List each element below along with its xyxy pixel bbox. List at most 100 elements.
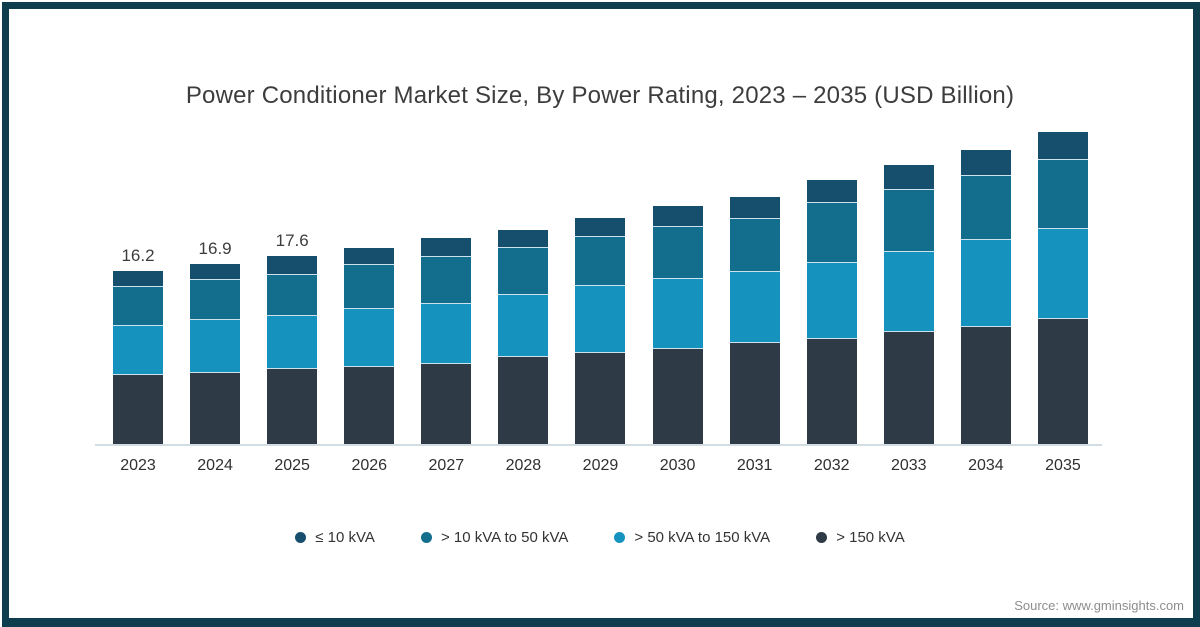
- x-axis-label-2028: 2028: [505, 457, 542, 474]
- bar-segment: [729, 218, 780, 273]
- x-axis-label-2023: 2023: [120, 457, 156, 474]
- bar-segment: [190, 279, 241, 320]
- legend-item: > 150 kVA: [816, 529, 905, 546]
- bar-segment: [344, 247, 395, 265]
- bar-segment: [883, 165, 934, 190]
- x-axis-line: [95, 444, 1102, 446]
- bar-segment: [1037, 228, 1088, 319]
- bar-segment: [806, 338, 857, 445]
- bar-segment: [267, 274, 318, 317]
- legend-item: ≤ 10 kVA: [295, 529, 375, 546]
- x-axis-label-2024: 2024: [197, 457, 233, 474]
- bar-segment: [267, 256, 318, 275]
- legend-dot-icon: [420, 532, 432, 543]
- x-axis-label-2025: 2025: [274, 457, 310, 474]
- legend-item: > 10 kVA to 50 kVA: [420, 529, 569, 546]
- x-axis-labels: 2023 2024 2025 2026 2027 2028 2029 2030 2031 2032…: [113, 457, 1088, 475]
- bar-segment: [960, 327, 1011, 445]
- x-axis-label-2033: 2033: [890, 457, 927, 474]
- legend-label: ≤ 10 kVA: [315, 529, 375, 546]
- bar-segment: [421, 363, 472, 445]
- bar-segment: [729, 343, 780, 445]
- bar-segment: [421, 303, 472, 364]
- legend: ≤ 10 kVA > 10 kVA to 50 kVA > 50 kVA to 15…: [0, 529, 1200, 546]
- legend-dot-icon: [614, 532, 626, 543]
- bar-segment: [575, 352, 626, 445]
- bar-segment: [113, 375, 163, 445]
- legend-label: > 50 kVA to 150 kVA: [634, 529, 771, 546]
- bar-segment: [1037, 159, 1088, 229]
- bar-segment: [1037, 132, 1088, 160]
- bar-segment: [960, 150, 1011, 177]
- bar-segment: [190, 319, 241, 374]
- bar-value-label: 16.9: [198, 238, 232, 258]
- bar-segment: [267, 368, 318, 445]
- bar-segment: [729, 197, 780, 219]
- bar-segment: [344, 264, 395, 309]
- bar-segment: [960, 240, 1011, 328]
- x-axis-label-2035: 2035: [1045, 457, 1081, 474]
- bar-2030: [652, 205, 703, 445]
- bar-segment: [652, 227, 703, 279]
- legend-item: > 50 kVA to 150 kVA: [614, 529, 770, 546]
- x-axis-label-2034: 2034: [968, 457, 1004, 474]
- bar-2023: 16.2: [113, 246, 163, 445]
- bar-segment: [1037, 318, 1088, 445]
- bar-value-label: 16.2: [121, 246, 155, 266]
- bars-container: 16.2 16.9 17.6: [113, 132, 1088, 445]
- bar-2031: [729, 197, 780, 445]
- bar-2035: [1037, 132, 1088, 445]
- bar-segment: [421, 257, 472, 304]
- bar-segment: [806, 180, 857, 203]
- bar-segment: [652, 205, 703, 228]
- bar-segment: [113, 326, 163, 376]
- x-axis-label-2027: 2027: [428, 457, 465, 474]
- legend-label: > 150 kVA: [836, 529, 905, 546]
- bar-segment: [883, 332, 934, 445]
- bar-segment: [498, 229, 549, 248]
- bar-segment: [575, 217, 626, 238]
- x-axis-label-2030: 2030: [659, 457, 696, 474]
- bar-segment: [421, 238, 472, 258]
- bar-segment: [575, 237, 626, 287]
- bar-segment: [652, 348, 703, 445]
- legend-label: > 10 kVA to 50 kVA: [440, 529, 569, 546]
- chart-title: Power Conditioner Market Size, By Power …: [185, 82, 1015, 109]
- x-axis-label-2029: 2029: [582, 457, 619, 474]
- x-axis-label-2026: 2026: [351, 457, 388, 474]
- bar-segment: [498, 247, 549, 295]
- x-axis-label-2031: 2031: [736, 457, 773, 474]
- legend-dot-icon: [295, 532, 307, 543]
- bar-2029: [575, 217, 626, 445]
- bar-2034: [960, 150, 1011, 445]
- x-axis-label-2032: 2032: [813, 457, 850, 474]
- bar-segment: [729, 272, 780, 344]
- bar-segment: [575, 286, 626, 353]
- bar-segment: [344, 366, 395, 445]
- bar-segment: [806, 202, 857, 263]
- bar-segment: [498, 294, 549, 358]
- bar-segment: [652, 278, 703, 349]
- bar-2025: 17.6: [267, 231, 318, 445]
- bar-2028: [498, 229, 549, 445]
- bar-2032: [806, 180, 857, 445]
- bar-2024: 16.9: [190, 239, 241, 445]
- bar-value-label: 17.6: [275, 231, 309, 251]
- bar-segment: [883, 189, 934, 253]
- bar-segment: [267, 316, 318, 369]
- bar-2033: [883, 165, 934, 445]
- bar-segment: [883, 252, 934, 333]
- bar-segment: [113, 271, 163, 288]
- bar-segment: [960, 176, 1011, 241]
- bar-2026: [344, 247, 395, 445]
- bar-segment: [190, 373, 241, 445]
- bar-segment: [498, 357, 549, 445]
- bar-segment: [190, 263, 241, 280]
- bar-segment: [806, 262, 857, 339]
- legend-dot-icon: [816, 532, 828, 543]
- source-text: Source: www.gminsights.com: [1014, 598, 1184, 613]
- bar-2027: [421, 238, 472, 445]
- bar-segment: [113, 287, 163, 327]
- bar-segment: [344, 308, 395, 367]
